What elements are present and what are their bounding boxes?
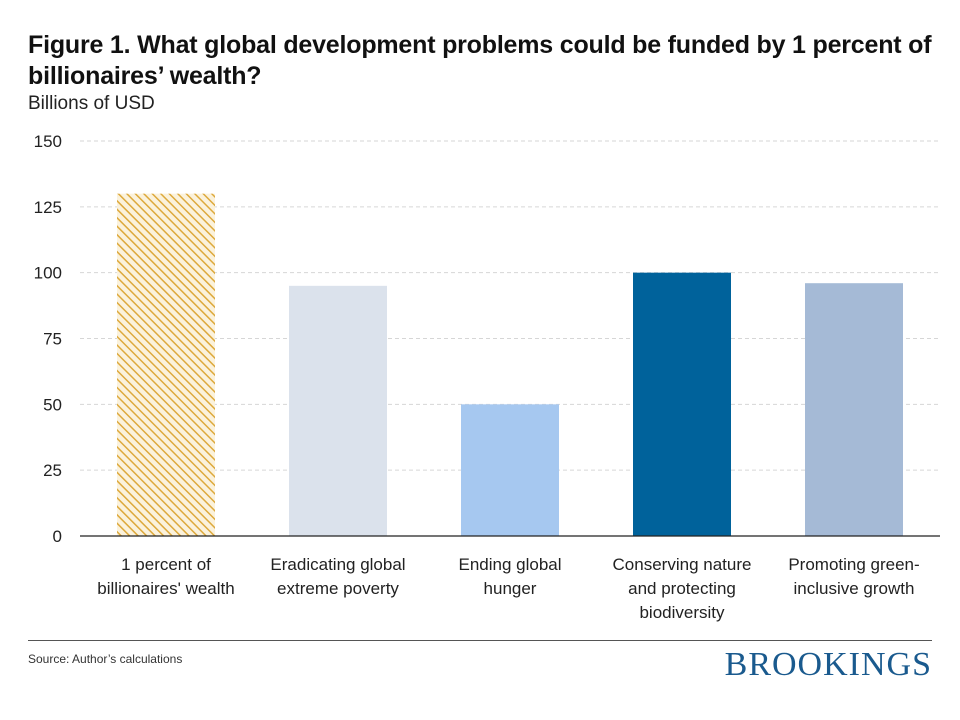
source-note: Source: Author’s calculations	[28, 652, 183, 666]
bar	[805, 283, 903, 536]
bars	[117, 193, 903, 536]
bar	[289, 285, 387, 536]
y-tick-label: 50	[43, 395, 62, 414]
bar	[461, 404, 559, 536]
y-tick-label: 100	[34, 264, 62, 283]
x-tick-label: Conserving nature and protecting biodivers…	[613, 555, 752, 622]
footer-divider	[28, 640, 932, 641]
x-tick-label: Eradicating global extreme poverty	[270, 555, 405, 598]
chart-subtitle: Billions of USD	[28, 93, 155, 114]
bar	[117, 193, 215, 536]
x-axis-labels: 1 percent of billionaires' wealth Eradicat…	[97, 555, 919, 622]
x-tick-label: 1 percent of billionaires' wealth	[97, 555, 234, 598]
bar	[633, 272, 731, 536]
x-tick-label: Ending global hunger	[458, 555, 561, 598]
y-axis-ticks: 0 25 50 75 100 125 150	[34, 132, 62, 546]
brookings-logo: BROOKINGS	[724, 646, 932, 683]
y-tick-label: 125	[34, 198, 62, 217]
y-tick-label: 150	[34, 132, 62, 151]
y-tick-label: 75	[43, 330, 62, 349]
bar-chart: 0 25 50 75 100 125 150 1 percent of billionaire…	[34, 132, 940, 622]
x-tick-label: Promoting green-inclusive growth	[788, 555, 919, 598]
gridlines	[80, 140, 940, 471]
y-tick-label: 0	[53, 527, 62, 546]
chart-title: Figure 1. What global development proble…	[28, 31, 932, 90]
y-tick-label: 25	[43, 461, 62, 480]
